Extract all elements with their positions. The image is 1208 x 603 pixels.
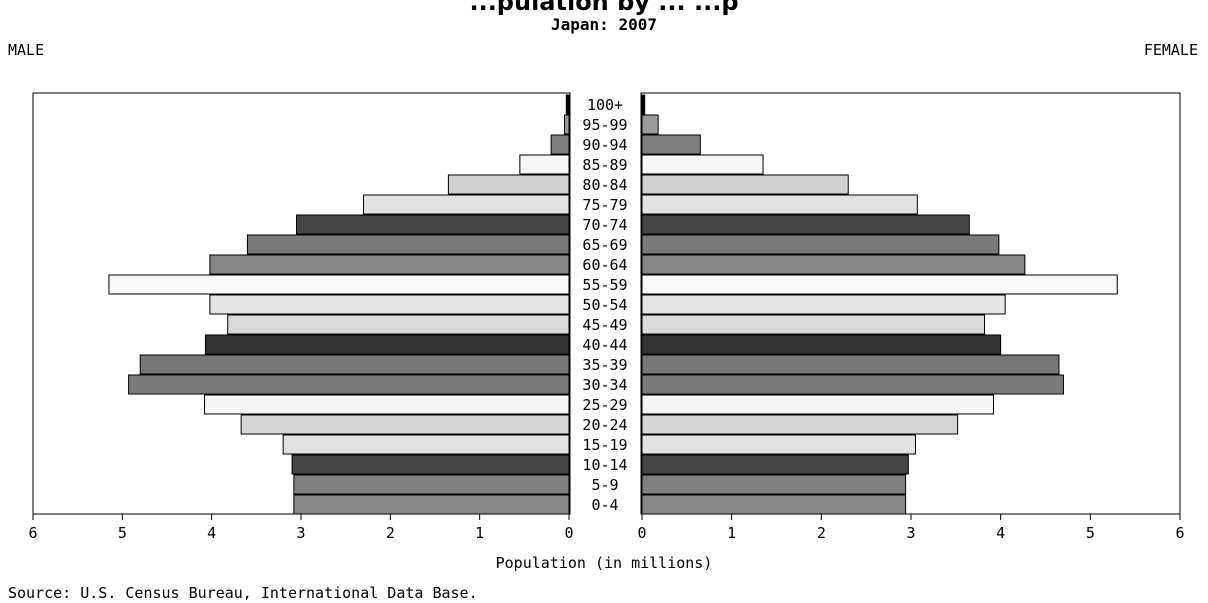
age-group-label: 75-79 bbox=[582, 196, 627, 214]
chart-title: Japan: 2007 bbox=[551, 15, 657, 34]
male-bar bbox=[447, 174, 570, 195]
male-bar bbox=[363, 194, 570, 215]
female-bar bbox=[641, 154, 764, 175]
female-tick-label: 2 bbox=[817, 524, 826, 542]
age-group-label: 85-89 bbox=[582, 156, 627, 174]
male-bar bbox=[209, 254, 570, 275]
bars-group bbox=[108, 94, 1118, 515]
female-bar bbox=[641, 174, 849, 195]
male-bar bbox=[204, 334, 570, 355]
age-group-label: 45-49 bbox=[582, 316, 627, 334]
age-group-label: 25-29 bbox=[582, 396, 627, 414]
partial-heading: ...pulation by ... ...p bbox=[469, 0, 738, 16]
female-tick-label: 1 bbox=[727, 524, 736, 542]
age-group-label: 60-64 bbox=[582, 256, 627, 274]
female-bar bbox=[641, 254, 1026, 275]
male-bar bbox=[246, 234, 570, 255]
age-group-label: 65-69 bbox=[582, 236, 627, 254]
female-bar bbox=[641, 214, 970, 235]
male-bar bbox=[519, 154, 570, 175]
male-tick-label: 5 bbox=[118, 524, 127, 542]
female-tick-label: 5 bbox=[1086, 524, 1095, 542]
male-bar bbox=[564, 114, 570, 135]
male-bar bbox=[139, 354, 570, 375]
age-group-label: 55-59 bbox=[582, 276, 627, 294]
female-bar bbox=[641, 474, 907, 495]
axis-ticks-group: 6 5 4 3 2 1 0 0 1 2 3 4 5 6 bbox=[28, 514, 1185, 542]
male-bar bbox=[282, 434, 570, 455]
female-tick-label: 0 bbox=[637, 524, 646, 542]
female-bar bbox=[641, 394, 994, 415]
male-bar bbox=[108, 274, 570, 295]
female-tick-label: 4 bbox=[996, 524, 1005, 542]
female-bar bbox=[641, 354, 1060, 375]
male-tick-label: 6 bbox=[28, 524, 37, 542]
age-group-label: 100+ bbox=[587, 96, 623, 114]
male-bar bbox=[293, 474, 570, 495]
male-bar bbox=[240, 414, 570, 435]
female-bar bbox=[641, 314, 986, 335]
male-tick-label: 1 bbox=[475, 524, 484, 542]
age-group-label: 80-84 bbox=[582, 176, 627, 194]
male-bar bbox=[204, 394, 570, 415]
female-tick-label: 6 bbox=[1175, 524, 1184, 542]
age-group-label: 20-24 bbox=[582, 416, 627, 434]
male-bar bbox=[128, 374, 570, 395]
male-tick-label: 3 bbox=[296, 524, 305, 542]
female-bar bbox=[641, 114, 659, 135]
female-bar bbox=[641, 194, 918, 215]
male-tick-label: 0 bbox=[564, 524, 573, 542]
female-bar bbox=[641, 234, 1000, 255]
age-group-label: 50-54 bbox=[582, 296, 627, 314]
male-bar bbox=[291, 454, 570, 475]
age-group-label: 40-44 bbox=[582, 336, 627, 354]
male-label: MALE bbox=[8, 41, 44, 59]
age-group-label: 5-9 bbox=[591, 476, 618, 494]
age-group-label: 95-99 bbox=[582, 116, 627, 134]
female-bar bbox=[641, 134, 701, 155]
female-bar bbox=[641, 454, 909, 475]
female-label: FEMALE bbox=[1144, 41, 1198, 59]
female-bar bbox=[641, 374, 1064, 395]
male-bar bbox=[293, 494, 570, 515]
male-bar bbox=[550, 134, 570, 155]
age-labels-group: 100+ 95-99 90-94 85-89 80-84 75-79 70-74 65-69 6… bbox=[582, 96, 627, 514]
age-group-label: 35-39 bbox=[582, 356, 627, 374]
female-tick-label: 3 bbox=[906, 524, 915, 542]
age-group-label: 0-4 bbox=[591, 496, 618, 514]
age-group-label: 70-74 bbox=[582, 216, 627, 234]
male-bar bbox=[296, 214, 570, 235]
male-tick-label: 4 bbox=[207, 524, 216, 542]
age-group-label: 90-94 bbox=[582, 136, 627, 154]
female-bar bbox=[641, 434, 916, 455]
male-tick-label: 2 bbox=[386, 524, 395, 542]
male-bar bbox=[227, 314, 570, 335]
x-axis-label: Population (in millions) bbox=[496, 554, 713, 572]
age-group-label: 15-19 bbox=[582, 436, 627, 454]
female-bar bbox=[641, 274, 1118, 295]
female-bar bbox=[641, 414, 959, 435]
source-note: Source: U.S. Census Bureau, Internationa… bbox=[8, 584, 478, 602]
female-bar bbox=[641, 494, 907, 515]
female-bar bbox=[641, 334, 1002, 355]
female-bar bbox=[641, 294, 1006, 315]
age-group-label: 10-14 bbox=[582, 456, 627, 474]
age-group-label: 30-34 bbox=[582, 376, 627, 394]
male-bar bbox=[565, 94, 570, 115]
female-bar bbox=[641, 94, 646, 115]
male-bar bbox=[209, 294, 570, 315]
